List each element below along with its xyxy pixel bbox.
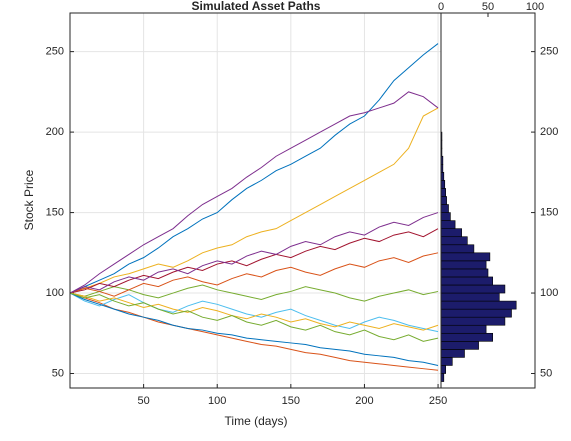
hist-bar (440, 300, 517, 310)
path-line (70, 292, 439, 333)
hist-bar (440, 220, 456, 229)
hist-bar (440, 260, 487, 270)
hist-bar (440, 332, 494, 342)
right-tick-label: 250 (540, 46, 558, 58)
path-line (70, 43, 439, 294)
x-tick-label: 200 (355, 395, 373, 407)
top-tick-label: 100 (526, 1, 544, 13)
hist-bar (440, 212, 451, 221)
hist-bar (440, 236, 468, 246)
path-line (70, 228, 439, 294)
top-tick-label: 0 (438, 1, 444, 13)
hist-bar (440, 180, 446, 189)
path-line (70, 284, 439, 302)
path-line (70, 292, 439, 342)
top-tick-label: 50 (482, 1, 494, 13)
hist-bar (440, 308, 512, 318)
hist-box (440, 12, 536, 389)
hist-bar (440, 244, 475, 254)
hist-bar (440, 276, 494, 286)
y-tick-label: 100 (46, 287, 64, 299)
plot-area (70, 13, 441, 388)
path-line (70, 292, 439, 371)
y-tick-label: 150 (46, 206, 64, 218)
right-tick-label: 150 (540, 206, 558, 218)
hist-bar (440, 188, 446, 197)
y-tick-label: 250 (46, 46, 64, 58)
path-line (70, 91, 439, 294)
hist-bar (440, 365, 446, 374)
x-tick-label: 150 (282, 395, 300, 407)
right-tick-label: 200 (540, 126, 558, 138)
hist-bar (440, 349, 465, 358)
right-tick-label: 50 (540, 367, 552, 379)
path-line (70, 292, 439, 366)
hist-bar (440, 284, 506, 294)
hist-bar (440, 268, 489, 278)
path-line (70, 252, 439, 297)
y-axis-label: Stock Price (22, 169, 36, 230)
hist-bar (440, 341, 479, 350)
hist-bar (440, 204, 449, 213)
hist-bar (440, 228, 462, 238)
path-line (70, 292, 439, 331)
y-tick-label: 200 (46, 126, 64, 138)
x-axis-label: Time (days) (225, 414, 288, 428)
hist-bar (440, 196, 447, 205)
x-tick-label: 100 (208, 395, 226, 407)
path-line (70, 212, 439, 294)
chart-title: Simulated Asset Paths (192, 0, 321, 13)
y-tick-label: 50 (52, 367, 64, 379)
x-tick-label: 50 (137, 395, 149, 407)
x-tick-label: 250 (429, 395, 447, 407)
hist-bar (440, 292, 500, 302)
right-tick-label: 100 (540, 287, 558, 299)
hist-bar (440, 357, 453, 366)
path-line (70, 107, 439, 294)
hist-bar (440, 324, 487, 334)
hist-bar (440, 252, 491, 262)
hist-bar (440, 316, 506, 326)
